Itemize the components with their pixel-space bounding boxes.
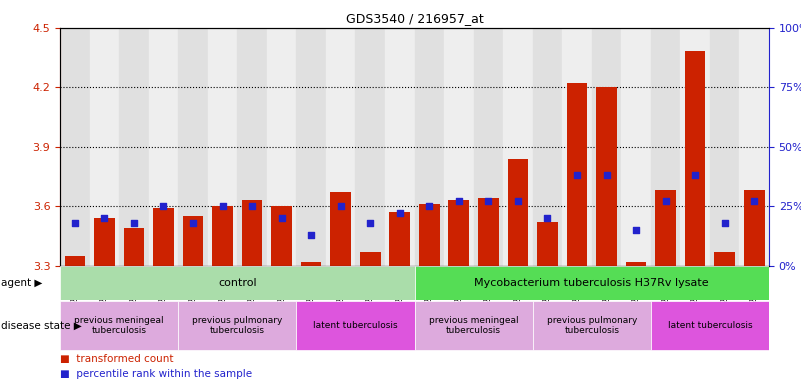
Bar: [714, 252, 735, 266]
Bar: [153, 208, 174, 266]
Bar: [508, 159, 528, 266]
Bar: [65, 256, 85, 266]
Text: latent tuberculosis: latent tuberculosis: [667, 321, 752, 330]
Bar: [710, 28, 739, 266]
Bar: [301, 262, 321, 266]
Bar: [60, 266, 415, 300]
Bar: [626, 262, 646, 266]
Point: [334, 203, 347, 209]
Point: [364, 220, 376, 226]
Bar: [90, 28, 119, 266]
Bar: [566, 83, 587, 266]
Bar: [478, 198, 499, 266]
Bar: [149, 28, 178, 266]
Bar: [207, 28, 237, 266]
Text: agent ▶: agent ▶: [1, 278, 42, 288]
Point: [453, 199, 465, 205]
Bar: [444, 28, 473, 266]
Bar: [592, 28, 622, 266]
Text: previous meningeal
tuberculosis: previous meningeal tuberculosis: [429, 316, 518, 335]
Bar: [596, 87, 617, 266]
Bar: [650, 28, 680, 266]
Bar: [178, 301, 296, 350]
Bar: [655, 190, 676, 266]
Bar: [415, 266, 769, 300]
Bar: [415, 28, 444, 266]
Bar: [123, 228, 144, 266]
Text: latent tuberculosis: latent tuberculosis: [313, 321, 398, 330]
Bar: [237, 28, 267, 266]
Bar: [503, 28, 533, 266]
Bar: [744, 190, 764, 266]
Point: [570, 172, 583, 178]
Point: [216, 203, 229, 209]
Point: [689, 172, 702, 178]
Point: [187, 220, 199, 226]
Bar: [680, 28, 710, 266]
Bar: [178, 28, 207, 266]
Point: [718, 220, 731, 226]
Bar: [326, 28, 356, 266]
Bar: [449, 200, 469, 266]
Point: [748, 199, 761, 205]
Bar: [60, 28, 90, 266]
Bar: [533, 301, 650, 350]
Bar: [242, 200, 263, 266]
Point: [512, 199, 525, 205]
Bar: [212, 206, 233, 266]
Title: GDS3540 / 216957_at: GDS3540 / 216957_at: [346, 12, 483, 25]
Bar: [739, 28, 769, 266]
Point: [659, 199, 672, 205]
Bar: [183, 216, 203, 266]
Bar: [356, 28, 385, 266]
Bar: [60, 301, 178, 350]
Bar: [94, 218, 115, 266]
Point: [276, 215, 288, 221]
Bar: [330, 192, 351, 266]
Bar: [389, 212, 410, 266]
Bar: [272, 206, 292, 266]
Bar: [562, 28, 592, 266]
Bar: [473, 28, 503, 266]
Bar: [119, 28, 149, 266]
Bar: [533, 28, 562, 266]
Bar: [419, 204, 440, 266]
Point: [157, 203, 170, 209]
Point: [98, 215, 111, 221]
Bar: [360, 252, 380, 266]
Point: [127, 220, 140, 226]
Bar: [415, 301, 533, 350]
Text: Mycobacterium tuberculosis H37Rv lysate: Mycobacterium tuberculosis H37Rv lysate: [474, 278, 709, 288]
Text: control: control: [218, 278, 256, 288]
Bar: [622, 28, 650, 266]
Point: [68, 220, 81, 226]
Text: previous pulmonary
tuberculosis: previous pulmonary tuberculosis: [546, 316, 637, 335]
Bar: [685, 51, 706, 266]
Bar: [296, 28, 326, 266]
Bar: [650, 301, 769, 350]
Point: [541, 215, 553, 221]
Text: ■  percentile rank within the sample: ■ percentile rank within the sample: [60, 369, 252, 379]
Point: [630, 227, 642, 233]
Point: [423, 203, 436, 209]
Point: [482, 199, 495, 205]
Bar: [267, 28, 296, 266]
Bar: [296, 301, 415, 350]
Text: disease state ▶: disease state ▶: [1, 320, 82, 331]
Bar: [537, 222, 557, 266]
Text: previous pulmonary
tuberculosis: previous pulmonary tuberculosis: [192, 316, 283, 335]
Point: [304, 232, 317, 238]
Point: [246, 203, 259, 209]
Text: previous meningeal
tuberculosis: previous meningeal tuberculosis: [74, 316, 164, 335]
Text: ■  transformed count: ■ transformed count: [60, 354, 174, 364]
Point: [393, 210, 406, 217]
Bar: [385, 28, 415, 266]
Point: [600, 172, 613, 178]
